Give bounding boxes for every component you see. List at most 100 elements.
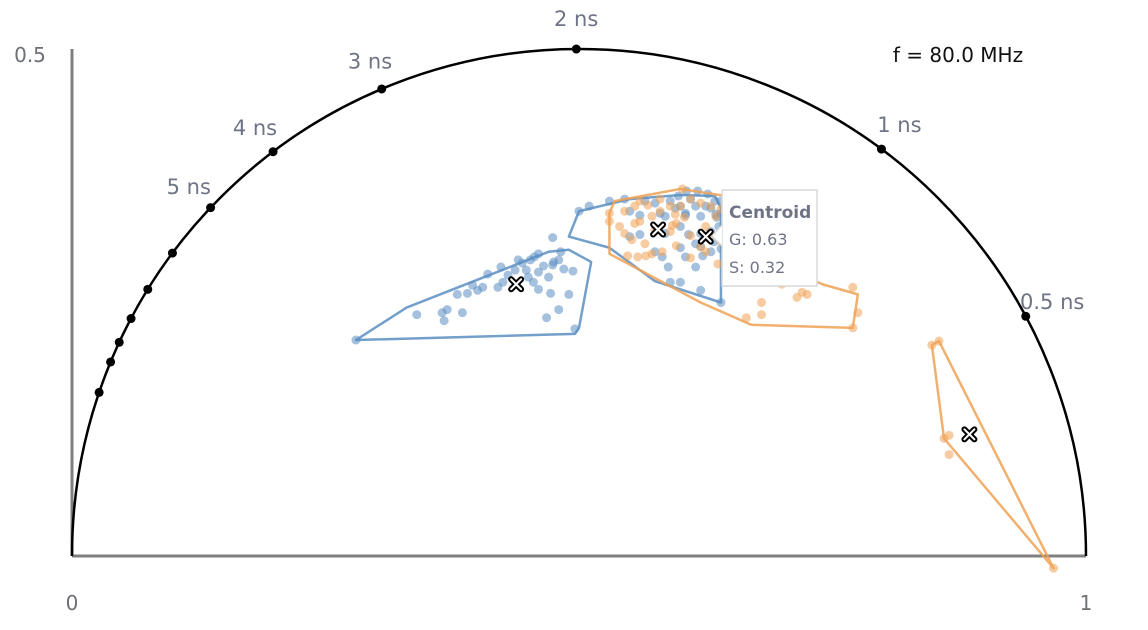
data-point[interactable] (623, 251, 633, 261)
data-point[interactable] (716, 298, 726, 307)
centroid-marker[interactable] (510, 278, 523, 291)
data-point[interactable] (670, 209, 680, 219)
data-point[interactable] (544, 272, 554, 282)
data-point[interactable] (741, 313, 751, 323)
data-point[interactable] (934, 336, 944, 346)
data-point[interactable] (711, 211, 721, 221)
data-point[interactable] (568, 266, 578, 276)
data-point[interactable] (701, 221, 711, 231)
data-point[interactable] (546, 288, 556, 298)
data-point[interactable] (510, 265, 520, 275)
data-point[interactable] (665, 201, 675, 211)
data-point[interactable] (539, 261, 549, 271)
x-tick-label: 0 (66, 591, 79, 615)
data-point[interactable] (496, 262, 506, 272)
y-tick-label: 0.5 (14, 43, 46, 67)
data-point[interactable] (604, 216, 614, 226)
data-point[interactable] (706, 201, 716, 211)
data-point[interactable] (696, 285, 706, 295)
data-point[interactable] (939, 433, 949, 443)
data-point[interactable] (478, 282, 488, 292)
data-point[interactable] (757, 310, 767, 320)
data-point[interactable] (944, 450, 954, 460)
data-point[interactable] (675, 201, 685, 211)
data-point[interactable] (439, 316, 449, 326)
data-point[interactable] (686, 253, 696, 263)
data-point[interactable] (647, 211, 657, 221)
data-point[interactable] (853, 308, 863, 318)
centroid-marker[interactable] (652, 223, 665, 236)
data-point[interactable] (498, 277, 508, 287)
data-point[interactable] (675, 277, 685, 287)
data-point[interactable] (647, 249, 657, 259)
data-point[interactable] (412, 310, 422, 320)
data-point[interactable] (533, 249, 543, 259)
tooltip-pointer (710, 224, 723, 247)
data-point[interactable] (559, 264, 569, 274)
data-point[interactable] (542, 313, 552, 323)
data-point[interactable] (655, 194, 665, 204)
data-point[interactable] (442, 305, 452, 315)
data-point[interactable] (643, 200, 653, 210)
data-point[interactable] (635, 230, 645, 240)
lifetime-label: 2 ns (554, 7, 598, 31)
data-point[interactable] (483, 269, 493, 279)
data-point[interactable] (696, 211, 706, 221)
data-point[interactable] (686, 231, 696, 241)
data-point[interactable] (691, 262, 701, 272)
data-point[interactable] (604, 208, 614, 218)
data-point[interactable] (633, 252, 643, 262)
data-point[interactable] (657, 247, 667, 257)
centroid-marker[interactable] (699, 230, 712, 243)
data-point[interactable] (528, 277, 538, 287)
lifetime-marker (1021, 311, 1031, 321)
data-point[interactable] (927, 340, 937, 350)
data-point[interactable] (848, 282, 858, 292)
centroid-marker[interactable] (963, 428, 976, 441)
data-point[interactable] (663, 262, 673, 272)
data-point[interactable] (604, 196, 614, 206)
data-point[interactable] (677, 184, 687, 194)
data-point[interactable] (554, 255, 564, 265)
data-point[interactable] (533, 284, 543, 294)
data-point[interactable] (701, 247, 711, 257)
data-point[interactable] (556, 247, 566, 257)
data-point[interactable] (620, 206, 630, 216)
data-point[interactable] (686, 194, 696, 204)
data-point[interactable] (713, 259, 723, 269)
data-point[interactable] (521, 265, 531, 275)
data-point[interactable] (679, 212, 689, 222)
data-point[interactable] (564, 289, 574, 299)
data-point[interactable] (533, 267, 543, 277)
data-point[interactable] (671, 218, 681, 228)
data-point[interactable] (615, 221, 625, 231)
data-point[interactable] (792, 292, 802, 302)
data-point[interactable] (627, 235, 637, 245)
universal-semicircle (70, 47, 1088, 557)
data-point[interactable] (696, 198, 706, 208)
data-point[interactable] (570, 324, 580, 334)
data-point[interactable] (548, 233, 558, 243)
data-point[interactable] (620, 229, 630, 239)
data-point[interactable] (548, 260, 558, 270)
data-point[interactable] (517, 258, 527, 268)
data-point[interactable] (655, 206, 665, 216)
data-point[interactable] (848, 323, 858, 333)
data-point[interactable] (640, 239, 650, 249)
data-point[interactable] (574, 206, 584, 216)
data-point[interactable] (1049, 563, 1059, 573)
data-point[interactable] (635, 196, 645, 206)
lifetime-marker (377, 84, 387, 94)
data-point[interactable] (630, 218, 640, 228)
data-point[interactable] (757, 298, 767, 307)
data-point[interactable] (673, 191, 683, 201)
data-point[interactable] (462, 288, 472, 298)
data-point[interactable] (351, 335, 361, 345)
data-point[interactable] (554, 305, 564, 315)
data-point[interactable] (802, 289, 812, 299)
data-point[interactable] (457, 308, 467, 318)
data-point[interactable] (452, 289, 462, 299)
data-point[interactable] (584, 201, 594, 211)
data-point[interactable] (671, 241, 681, 251)
